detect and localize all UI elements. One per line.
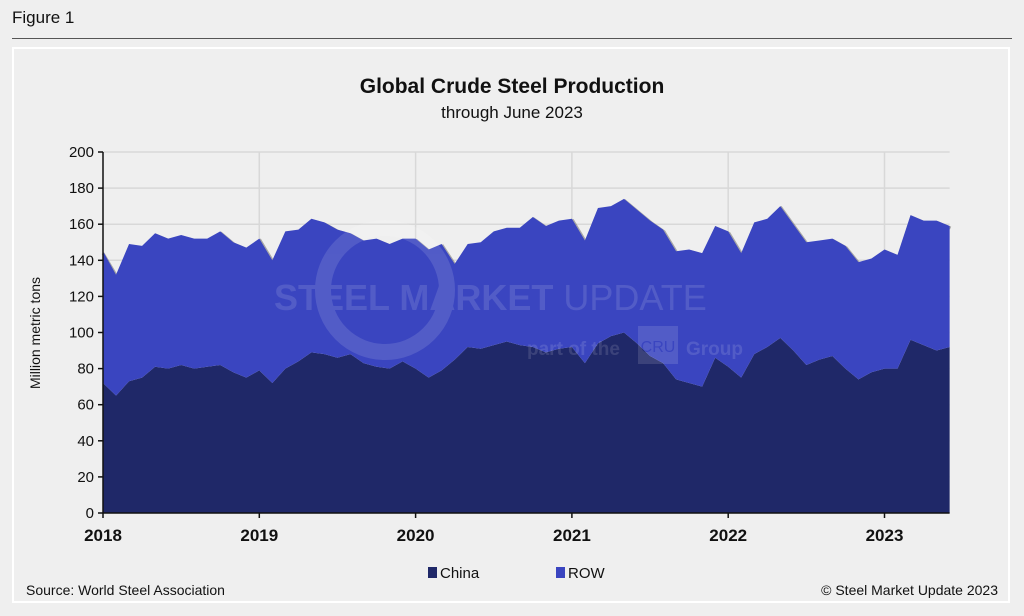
area-row [103, 198, 950, 396]
y-tick-label: 80 [77, 361, 94, 378]
figure-label: Figure 1 [12, 8, 75, 27]
copyright-note: © Steel Market Update 2023 [821, 582, 998, 598]
x-tick-label: 2022 [709, 526, 747, 545]
chart-title: Global Crude Steel Production [360, 75, 665, 98]
y-tick-label: 160 [69, 216, 94, 233]
y-tick-label: 200 [69, 144, 94, 161]
legend-swatch-row [556, 567, 565, 578]
y-tick-label: 0 [86, 505, 94, 522]
watermark-update: UPDATE [563, 277, 706, 318]
x-tick-label: 2023 [866, 526, 904, 545]
x-tick-label: 2021 [553, 526, 591, 545]
y-tick-label: 60 [77, 397, 94, 414]
svg-text:part of the: part of the [527, 339, 620, 360]
divider [12, 38, 1012, 39]
x-tick-label: 2019 [240, 526, 278, 545]
watermark: STEEL MARKET UPDATE part of the CRU Grou… [274, 220, 743, 364]
chart-subtitle: through June 2023 [441, 103, 583, 122]
x-tick-label: 2020 [397, 526, 435, 545]
y-axis-label: Million metric tons [27, 277, 43, 389]
y-tick-label: 40 [77, 433, 94, 450]
watermark-steel: STEEL [274, 277, 389, 318]
y-tick-label: 180 [69, 180, 94, 197]
area-china [103, 332, 950, 513]
legend-label-row: ROW [568, 565, 606, 582]
watermark-part: part of the [527, 339, 620, 360]
watermark-market: MARKET [399, 277, 553, 318]
legend-label-china: China [440, 565, 480, 582]
x-tick-label: 2018 [84, 526, 122, 545]
y-tick-label: 140 [69, 252, 94, 269]
legend-swatch-china [428, 567, 437, 578]
y-tick-label: 20 [77, 469, 94, 486]
y-tick-label: 100 [69, 325, 94, 342]
y-tick-label: 120 [69, 288, 94, 305]
svg-text:STEEL MARKET UPDATE: STEEL MARKET UPDATE [274, 277, 707, 318]
watermark-group: Group [686, 339, 743, 360]
watermark-logo: CRU [641, 339, 676, 356]
source-note: Source: World Steel Association [26, 582, 225, 598]
